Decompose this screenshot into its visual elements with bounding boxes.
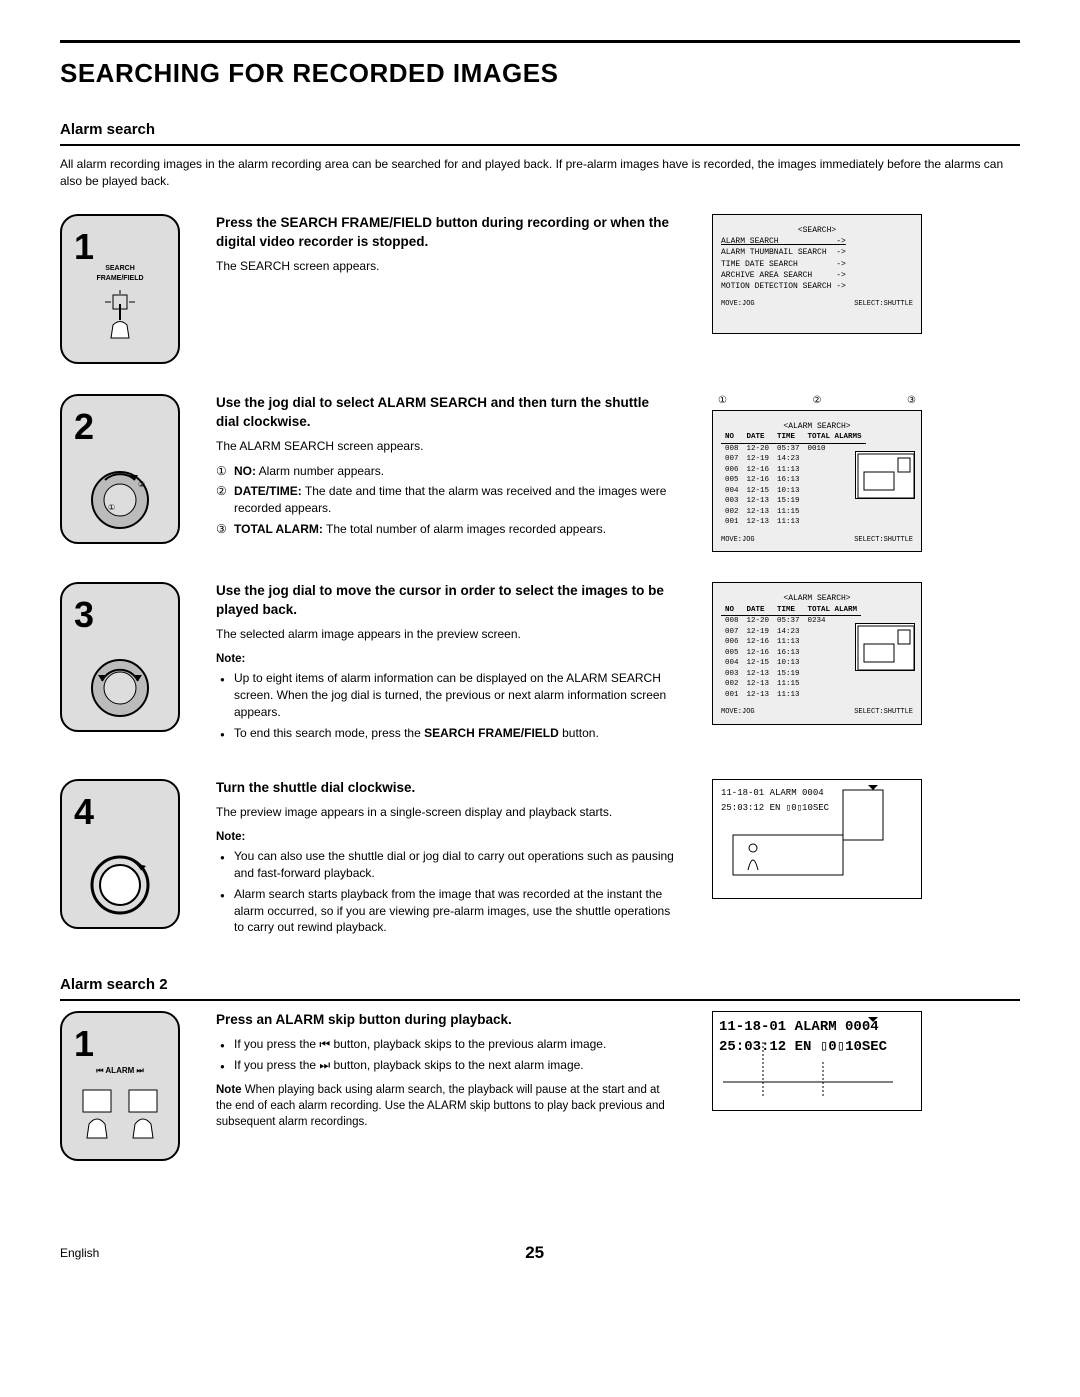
step-desc: The selected alarm image appears in the … <box>216 626 676 643</box>
step-1: 1 SEARCH FRAME/FIELD Press the SEARCH FR… <box>60 214 1020 364</box>
step-desc: The SEARCH screen appears. <box>216 258 676 275</box>
step-body-s2-1: Press an ALARM skip button during playba… <box>216 1011 676 1130</box>
note-label: Note: <box>216 829 676 845</box>
menu-item: TIME DATE SEARCH -> <box>721 259 913 270</box>
playback-preview-2: 11-18-01 ALARM 0004 25:03:12 EN ▯0▯10SEC <box>712 1011 922 1111</box>
top-rule <box>60 40 1020 43</box>
screen-title: <ALARM SEARCH> <box>721 593 913 604</box>
step-heading: Use the jog dial to move the cursor in o… <box>216 582 676 620</box>
alarm-search-screen-2: <ALARM SEARCH> NODATETIMETOTAL ALARM0081… <box>712 582 922 724</box>
intro-text: All alarm recording images in the alarm … <box>60 156 1020 190</box>
screen-col-s2: 11-18-01 ALARM 0004 25:03:12 EN ▯0▯10SEC <box>712 1011 922 1111</box>
screen-col-4: 11-18-01 ALARM 0004 25:03:12 EN ▯0▯10SEC <box>712 779 922 899</box>
note-label: Note: <box>216 651 676 667</box>
step-desc: The ALARM SEARCH screen appears. <box>216 438 676 455</box>
list-item: To end this search mode, press the SEARC… <box>216 725 676 742</box>
step-4: 4 Turn the shuttle dial clockwise. The p… <box>60 779 1020 944</box>
list-item: Up to eight items of alarm information c… <box>216 670 676 720</box>
screen-col-2: ① ② ③ <ALARM SEARCH> NODATETIMETOTAL ALA… <box>712 394 922 552</box>
callout-row: ① ② ③ <box>712 394 922 410</box>
preview-thumb <box>855 623 915 671</box>
menu-item: ALARM SEARCH -> <box>721 236 913 247</box>
alarm-table: NODATETIMETOTAL ALARM00812-2005:37023400… <box>721 605 861 701</box>
section-rule <box>60 144 1020 146</box>
step-number: 1 <box>74 1019 94 1069</box>
menu-item: ARCHIVE AREA SEARCH -> <box>721 270 913 281</box>
step-heading: Turn the shuttle dial clockwise. <box>216 779 676 798</box>
section-alarm-search: Alarm search <box>60 119 1020 140</box>
screen-footer: MOVE:JOG SELECT:SHUTTLE <box>721 300 913 310</box>
preview-thumb <box>855 451 915 499</box>
list-item: ②DATE/TIME: The date and time that the a… <box>216 483 676 517</box>
screen-footer: MOVE:JOGSELECT:SHUTTLE <box>721 536 913 546</box>
section-rule <box>60 999 1020 1001</box>
bullet-list: Up to eight items of alarm information c… <box>216 670 676 741</box>
list-item: ①NO: Alarm number appears. <box>216 463 676 480</box>
overlay-line-2: 25:03:12 EN ▯0▯10SEC <box>719 801 831 816</box>
svg-text:①: ① <box>108 503 115 512</box>
step-heading: Use the jog dial to select ALARM SEARCH … <box>216 394 676 432</box>
shuttle-dial-icon <box>62 843 178 917</box>
note-prefix: Note <box>216 1084 242 1096</box>
overlay-line-2: 25:03:12 EN ▯0▯10SEC <box>719 1038 915 1058</box>
step-icon-3: 3 <box>60 582 180 732</box>
menu-item: ALARM THUMBNAIL SEARCH -> <box>721 247 913 258</box>
page-footer: English 25 <box>60 1241 1020 1265</box>
screen-footer: MOVE:JOGSELECT:SHUTTLE <box>721 708 913 718</box>
step-desc: The preview image appears in a single-sc… <box>216 804 676 821</box>
callout-3: ③ <box>907 394 916 408</box>
step-body-4: Turn the shuttle dial clockwise. The pre… <box>216 779 676 944</box>
screen-menu: ALARM SEARCH ->ALARM THUMBNAIL SEARCH ->… <box>721 236 913 292</box>
step-icon-4: 4 <box>60 779 180 929</box>
s2-step-1: 1 ⏮ ALARM ⏭ Press an ALARM skip button d… <box>60 1011 1020 1161</box>
press-button-icon <box>62 278 178 352</box>
list-item: Alarm search starts playback from the im… <box>216 886 676 936</box>
step-icon-1: 1 SEARCH FRAME/FIELD <box>60 214 180 364</box>
search-screen: <SEARCH> ALARM SEARCH ->ALARM THUMBNAIL … <box>712 214 922 334</box>
overlay-line-1: 11-18-01 ALARM 0004 <box>719 786 826 801</box>
step-3: 3 Use the jog dial to move the cursor in… <box>60 582 1020 749</box>
overlay-line-1: 11-18-01 ALARM 0004 <box>719 1018 915 1038</box>
list-item: You can also use the shuttle dial or jog… <box>216 848 676 882</box>
footer-left: MOVE:JOG <box>721 300 755 310</box>
step-body-2: Use the jog dial to select ALARM SEARCH … <box>216 394 676 546</box>
alarm-search-screen: <ALARM SEARCH> NODATETIMETOTAL ALARMS008… <box>712 410 922 552</box>
step-body-1: Press the SEARCH FRAME/FIELD button duri… <box>216 214 676 283</box>
step-icon-s2-1: 1 ⏮ ALARM ⏭ <box>60 1011 180 1161</box>
note-text: When playing back using alarm search, th… <box>216 1084 665 1128</box>
section-alarm-search-2: Alarm search 2 <box>60 974 1020 995</box>
callout-2: ② <box>813 394 822 408</box>
menu-item: MOTION DETECTION SEARCH -> <box>721 281 913 292</box>
screen-col-1: <SEARCH> ALARM SEARCH ->ALARM THUMBNAIL … <box>712 214 922 334</box>
numbered-list: ①NO: Alarm number appears. ②DATE/TIME: Th… <box>216 463 676 538</box>
screen-title: <ALARM SEARCH> <box>721 421 913 432</box>
callout-1: ① <box>718 394 727 408</box>
svg-text:②: ② <box>138 480 145 489</box>
step-heading: Press the SEARCH FRAME/FIELD button duri… <box>216 214 676 252</box>
bullet-list: You can also use the shuttle dial or jog… <box>216 848 676 936</box>
step-number: 4 <box>74 787 94 837</box>
step-number: 3 <box>74 590 94 640</box>
step-icon-2: 2 ①② <box>60 394 180 544</box>
step-body-3: Use the jog dial to move the cursor in o… <box>216 582 676 749</box>
jog-dial-icon: ①② <box>62 458 178 532</box>
list-item: If you press the ⏮ button, playback skip… <box>216 1036 676 1053</box>
screen-title: <SEARCH> <box>721 225 913 236</box>
playback-preview: 11-18-01 ALARM 0004 25:03:12 EN ▯0▯10SEC <box>712 779 922 899</box>
footer-lang: English <box>60 1245 99 1262</box>
bullet-list: If you press the ⏮ button, playback skip… <box>216 1036 676 1074</box>
footer-right: SELECT:SHUTTLE <box>854 300 913 310</box>
step-number: 2 <box>74 402 94 452</box>
jog-dial-icon <box>62 646 178 720</box>
list-item: ③TOTAL ALARM: The total number of alarm … <box>216 521 676 538</box>
step-2: 2 ①② Use the jog dial to select ALARM SE… <box>60 394 1020 552</box>
page-number: 25 <box>525 1241 544 1265</box>
note-block: Note When playing back using alarm searc… <box>216 1082 676 1130</box>
step-heading: Press an ALARM skip button during playba… <box>216 1011 676 1030</box>
screen-col-3: <ALARM SEARCH> NODATETIMETOTAL ALARM0081… <box>712 582 922 724</box>
list-item: If you press the ⏭ button, playback skip… <box>216 1057 676 1074</box>
alarm-table: NODATETIMETOTAL ALARMS00812-2005:3700100… <box>721 432 866 528</box>
page-title: SEARCHING FOR RECORDED IMAGES <box>60 55 1020 91</box>
alarm-skip-icon <box>62 1075 178 1149</box>
